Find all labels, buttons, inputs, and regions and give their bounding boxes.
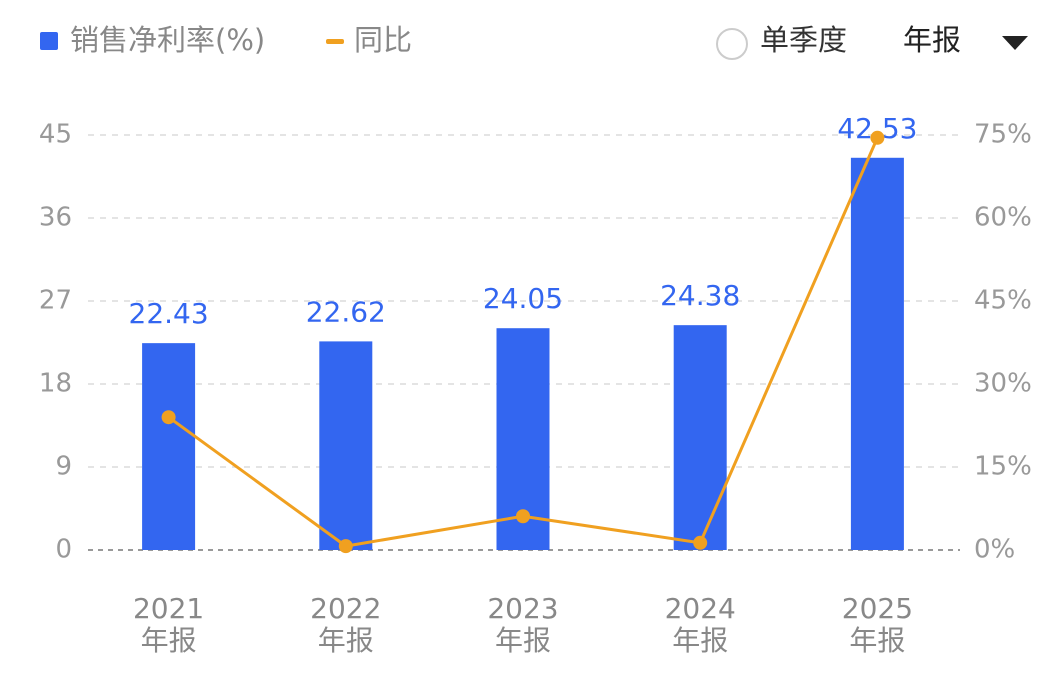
- toggle-label[interactable]: 单季度: [760, 23, 847, 57]
- y-tick-label: 18: [39, 369, 72, 399]
- y-tick-label: 27: [39, 286, 72, 316]
- line-point: [161, 410, 176, 425]
- y2-tick-label: 15%: [974, 452, 1032, 482]
- legend-label: 销售净利率(%): [70, 23, 265, 57]
- y2-tick-label: 75%: [974, 120, 1032, 150]
- y-tick-label: 45: [39, 120, 72, 150]
- line-point: [516, 509, 530, 524]
- y-tick-label: 0: [55, 535, 72, 565]
- y-tick-label: 36: [39, 203, 72, 233]
- x-tick-label: 年报: [318, 624, 374, 657]
- x-tick-label: 2023: [487, 592, 558, 625]
- value-label: 22.43: [129, 297, 209, 330]
- y-tick-label: 9: [55, 452, 72, 482]
- x-tick-label: 年报: [141, 624, 197, 657]
- period-select[interactable]: 年报: [903, 23, 961, 57]
- y2-tick-label: 60%: [974, 203, 1032, 233]
- x-tick-label: 年报: [672, 624, 728, 657]
- value-label: 24.05: [483, 282, 563, 315]
- line-point: [338, 539, 353, 554]
- x-tick-label: 2022: [310, 592, 381, 625]
- bar: [673, 325, 727, 550]
- dropdown-arrow[interactable]: [1002, 36, 1028, 50]
- x-tick-label: 2021: [133, 592, 204, 625]
- legend-swatch: [40, 32, 58, 50]
- radio[interactable]: [716, 28, 748, 60]
- line-point: [693, 535, 708, 550]
- line-point: [870, 130, 885, 145]
- x-tick-label: 2024: [665, 592, 736, 625]
- x-tick-label: 2025: [842, 592, 913, 625]
- bar: [850, 157, 904, 551]
- y2-tick-label: 0%: [974, 535, 1015, 565]
- bar: [142, 343, 196, 550]
- legend-swatch: [326, 39, 344, 44]
- value-label: 24.38: [660, 279, 740, 312]
- x-tick-label: 年报: [849, 624, 905, 657]
- bar: [319, 341, 373, 550]
- x-tick-label: 年报: [495, 624, 551, 657]
- legend-label: 同比: [354, 23, 412, 57]
- y2-tick-label: 30%: [974, 369, 1032, 399]
- value-label: 22.62: [306, 295, 386, 328]
- y2-tick-label: 45%: [974, 286, 1032, 316]
